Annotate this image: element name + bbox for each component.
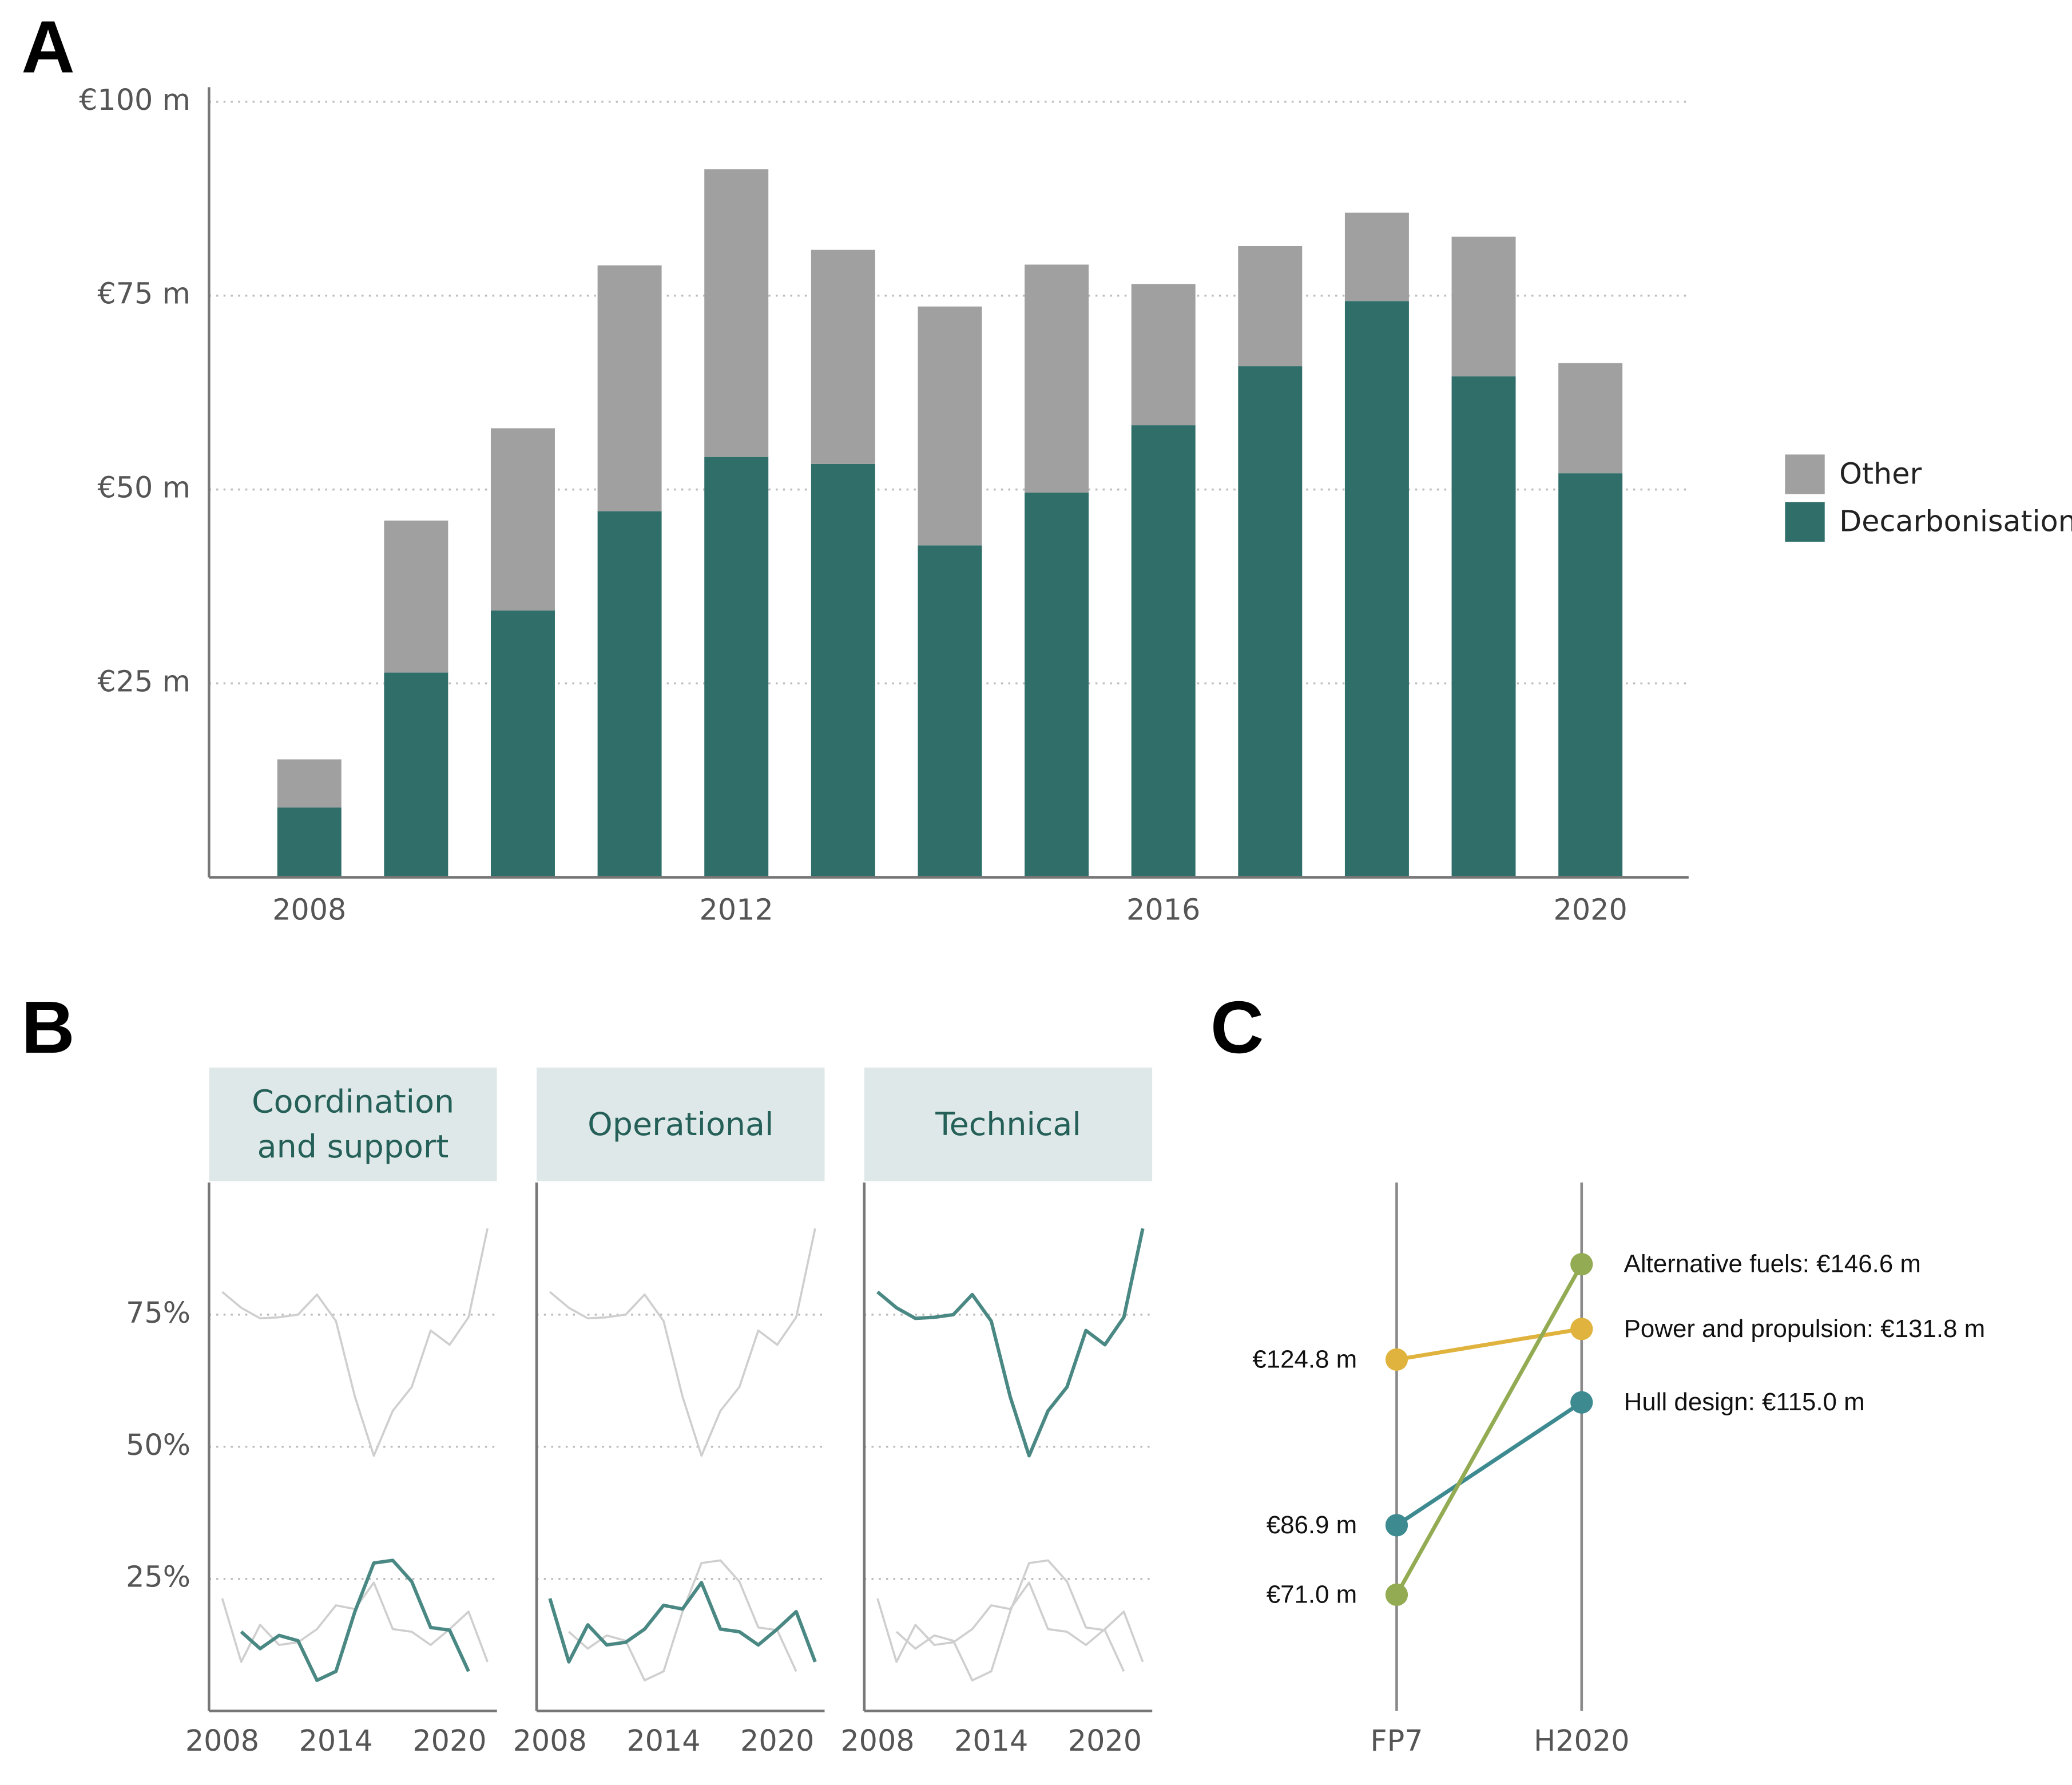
bar-segment [277,807,342,878]
facet-strip: Technical [864,1067,1153,1181]
legend-swatch [1785,502,1825,542]
facet-title: Technical [864,1067,1153,1181]
bar-segment [597,511,662,878]
bar-segment [1131,284,1196,426]
x-tick-label: 2008 [185,1724,259,1758]
x-tick-label: 2020 [740,1724,814,1758]
panel-label: C [1210,986,1264,1069]
highlight-line [876,1228,1145,1458]
x-tick-label: 2020 [1068,1724,1142,1758]
bar-segment [597,265,662,511]
point [1385,1514,1408,1537]
legend-swatch [1785,454,1825,494]
facet-title: Coordination and support [209,1067,497,1181]
bar-segment [490,428,555,611]
x-tick-label: 2014 [626,1724,700,1758]
point [1385,1583,1408,1606]
bar-segment [1344,301,1409,878]
value-label: Alternative fuels: €146.6 m [1624,1250,1921,1278]
highlight-line [548,1581,817,1664]
bar-segment [811,249,875,464]
bar-segment [490,610,555,878]
x-tick-label: 2012 [700,892,773,926]
x-tick-label: 2008 [513,1724,587,1758]
value-label: €86.9 m [1267,1511,1357,1539]
context-line [221,1581,489,1663]
context-line [568,1559,797,1681]
bar-segment [1344,212,1409,302]
bar-segment [918,545,982,878]
bar-segment [1238,245,1303,367]
bar-segment [1025,493,1089,878]
point [1385,1348,1408,1371]
panel-label: A [21,6,74,89]
y-tick-label: €50 m [97,471,190,505]
x-tick-label: 2008 [840,1724,914,1758]
bar-segment [384,672,448,878]
value-label: €71.0 m [1267,1580,1357,1608]
bar-segment [384,520,448,673]
bar-segment [277,759,342,808]
bar-segment [704,457,769,878]
bar-segment [811,463,875,878]
slope-line [1395,1263,1583,1596]
facet-title: Operational [537,1067,825,1181]
context-line [895,1559,1125,1681]
y-tick-label: €25 m [97,665,190,699]
context-line [876,1581,1144,1663]
x-tick-label: FP7 [1370,1724,1423,1758]
bar-segment [1558,473,1623,878]
x-tick-label: 2020 [412,1724,486,1758]
bar-segment [1025,264,1089,493]
bar-segment [704,169,769,457]
facet-strip: Operational [537,1067,825,1181]
bar-segment [1451,376,1516,878]
x-tick-label: 2020 [1554,892,1628,926]
y-tick-label: 75% [126,1296,190,1330]
value-label: Power and propulsion: €131.8 m [1624,1315,1986,1343]
x-tick-label: 2016 [1126,892,1200,926]
bar-segment [918,306,982,546]
bar-segment [1558,363,1623,474]
legend-label: Other [1839,457,1922,490]
y-tick-label: €100 m [79,83,190,117]
bar-segment [1451,236,1516,376]
point [1570,1391,1593,1414]
context-line [549,1228,816,1457]
point [1570,1253,1593,1276]
bar-segment [1131,425,1196,878]
x-tick-label: 2008 [272,892,346,926]
highlight-line [240,1558,470,1683]
panel-label: B [21,986,74,1069]
value-label: €124.8 m [1252,1345,1357,1373]
legend-label: Decarbonisation [1839,505,2072,538]
value-label: Hull design: €115.0 m [1624,1388,1865,1416]
x-tick-label: 2014 [954,1724,1028,1758]
x-tick-label: H2020 [1534,1724,1629,1758]
context-line [221,1228,489,1457]
bar-segment [1238,366,1303,878]
x-tick-label: 2014 [299,1724,373,1758]
facet-strip: Coordination and support [209,1067,497,1181]
y-tick-label: 50% [126,1428,190,1462]
point [1570,1318,1593,1340]
slope-line [1396,1327,1582,1362]
slope-line [1395,1401,1583,1527]
y-tick-label: €75 m [97,277,190,311]
y-tick-label: 25% [126,1560,190,1594]
